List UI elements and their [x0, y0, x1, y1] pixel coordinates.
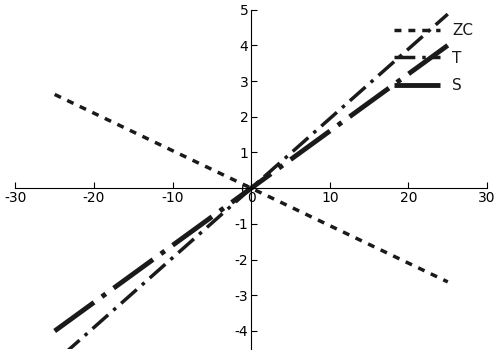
- T: [286, 153, 292, 157]
- Line: T: T: [54, 14, 448, 353]
- Line: ZC: ZC: [54, 95, 448, 282]
- ZC: [286, 204, 292, 208]
- S: [286, 159, 292, 163]
- S: [53, 328, 59, 332]
- T: [408, 44, 414, 49]
- ZC: [292, 207, 298, 211]
- T: [383, 67, 389, 71]
- T: [284, 154, 290, 158]
- S: [408, 70, 414, 74]
- Legend: ZC, T, S: ZC, T, S: [388, 17, 480, 99]
- ZC: [408, 262, 414, 267]
- S: [292, 154, 298, 158]
- Line: S: S: [54, 46, 448, 331]
- S: [383, 88, 389, 92]
- ZC: [52, 92, 58, 97]
- S: [52, 329, 58, 333]
- T: [445, 12, 451, 16]
- ZC: [445, 280, 451, 284]
- S: [284, 160, 290, 164]
- ZC: [383, 250, 389, 255]
- T: [292, 147, 298, 151]
- ZC: [53, 93, 59, 97]
- S: [445, 43, 451, 48]
- ZC: [284, 203, 290, 208]
